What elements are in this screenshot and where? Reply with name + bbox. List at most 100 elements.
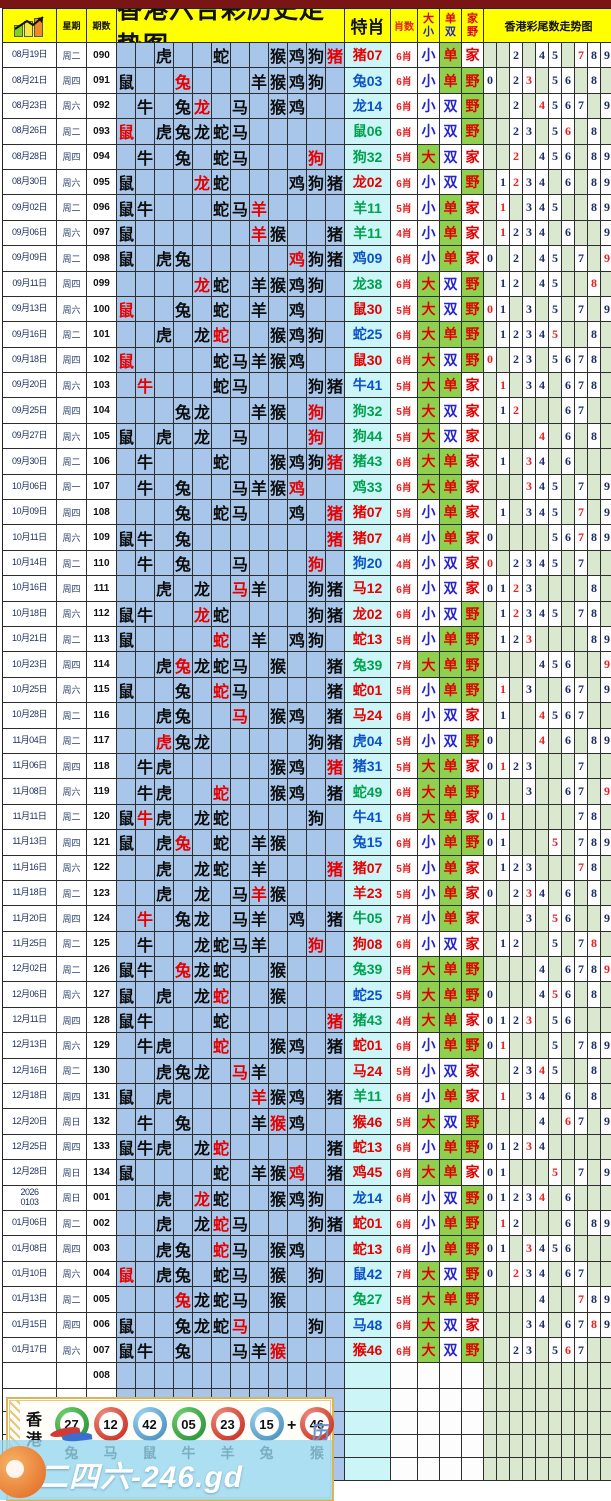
zodiac-cell: 虎 — [155, 322, 174, 348]
tail-digit-cell — [523, 804, 536, 831]
zodiac-cell: 牛 — [136, 525, 155, 551]
period-cell: 096 — [87, 195, 117, 221]
tail-digit-cell: 5 — [549, 322, 562, 348]
tail-digit-cell — [510, 1084, 523, 1110]
home-wild-cell: 家 — [462, 880, 484, 907]
zodiac-cell — [307, 525, 326, 551]
big-small-cell: 大 — [418, 322, 440, 348]
table-row: 01月08日 周四 003 虎兔蛇马猴鸡蛇13 6肖小单野 0 1 3 4 5 6 — [3, 1236, 611, 1262]
tail-digit-cell: 4 — [536, 93, 549, 120]
home-wild-cell: 家 — [462, 398, 484, 424]
zodiac-cell — [231, 626, 250, 653]
tail-digit-cell — [523, 525, 536, 551]
zodiac-cell — [307, 753, 326, 780]
home-wild-cell: 野 — [462, 830, 484, 856]
special-result-cell: 龙02 — [345, 601, 391, 627]
zodiac-cell: 鸡 — [288, 271, 307, 297]
zodiac-cell: 鼠 — [117, 296, 136, 323]
zodiac-cell: 龙 — [193, 423, 212, 450]
date-cell: 10月25日 — [3, 677, 57, 704]
tail-digit-cell: 3 — [523, 347, 536, 374]
zodiac-cell: 猪 — [326, 652, 345, 678]
zodiac-cell: 牛 — [136, 931, 155, 958]
zodiac-count-cell: 4肖 — [391, 550, 418, 577]
tail-digit-cell — [523, 271, 536, 297]
odd-even-cell: 单 — [440, 677, 462, 704]
zodiac-cell: 龙 — [193, 957, 212, 983]
tail-digit-cell — [497, 1287, 510, 1313]
tail-digit-cell — [549, 626, 562, 653]
special-result-cell: 鼠30 — [345, 347, 391, 374]
tail-digit-cell: 4 — [536, 373, 549, 399]
period-cell: 099 — [87, 271, 117, 297]
zodiac-cell — [326, 93, 345, 120]
tail-digit-cell: 3 — [523, 906, 536, 932]
tail-digit-cell: 3 — [523, 1007, 536, 1034]
zodiac-cell: 猪 — [326, 1134, 345, 1161]
zodiac-count-cell — [391, 1388, 418, 1412]
zodiac-cell — [326, 1337, 345, 1364]
zodiac-cell — [193, 43, 212, 69]
tail-digit-cell: 2 — [510, 753, 523, 780]
tail-digit-cell: 8 — [588, 830, 601, 856]
tail-digit-cell: 7 — [575, 753, 588, 780]
zodiac-cell: 马 — [231, 1287, 250, 1313]
date-cell — [3, 1363, 57, 1389]
zodiac-cell — [288, 931, 307, 958]
period-cell: 127 — [87, 982, 117, 1008]
zodiac-cell: 羊 — [250, 1084, 269, 1110]
zodiac-cell — [193, 703, 212, 729]
zodiac-cell: 龙 — [193, 1058, 212, 1085]
zodiac-cell: 虎 — [155, 1134, 174, 1161]
tail-digit-cell — [562, 1457, 575, 1481]
tail-digit-cell: 4 — [536, 1134, 549, 1161]
tail-digit-cell — [484, 931, 497, 958]
tail-digit-cell — [575, 1363, 588, 1389]
zodiac-cell — [231, 982, 250, 1008]
big-small-cell: 大 — [418, 652, 440, 678]
tail-digit-cell — [536, 626, 549, 653]
tail-digit-cell: 7 — [575, 931, 588, 958]
zodiac-cell — [231, 1084, 250, 1110]
special-result-cell: 鸡09 — [345, 246, 391, 272]
zodiac-cell — [250, 1210, 269, 1237]
zodiac-cell: 兔 — [174, 703, 193, 729]
big-small-cell: 大 — [418, 271, 440, 297]
zodiac-cell: 牛 — [136, 373, 155, 399]
zodiac-cell: 龙 — [193, 855, 212, 881]
tail-digit-cell: 5 — [549, 703, 562, 729]
zodiac-cell: 狗 — [307, 144, 326, 170]
special-result-cell: 兔39 — [345, 957, 391, 983]
zodiac-cell — [193, 347, 212, 374]
big-small-cell: 小 — [418, 525, 440, 551]
tail-digit-cell: 8 — [588, 43, 601, 69]
zodiac-cell: 兔 — [174, 119, 193, 145]
tail-digit-cell — [523, 1457, 536, 1481]
zodiac-count-cell — [391, 1457, 418, 1481]
home-wild-cell: 野 — [462, 1261, 484, 1288]
special-result-cell: 猪07 — [345, 43, 391, 69]
zodiac-cell: 马 — [231, 195, 250, 221]
zodiac-cell: 羊 — [250, 880, 269, 907]
home-wild-cell: 野 — [462, 1287, 484, 1313]
zodiac-cell: 狗 — [307, 1185, 326, 1211]
zodiac-cell: 羊 — [250, 296, 269, 323]
tail-digit-cell: 6 — [562, 169, 575, 196]
period-cell: 103 — [87, 373, 117, 399]
zodiac-cell: 鼠 — [117, 1337, 136, 1364]
zodiac-cell — [250, 449, 269, 475]
zodiac-cell — [288, 144, 307, 170]
period-cell: 117 — [87, 728, 117, 754]
period-cell: 097 — [87, 220, 117, 247]
zodiac-cell: 狗 — [307, 246, 326, 272]
zodiac-cell — [155, 1007, 174, 1034]
zodiac-cell: 猴 — [269, 220, 288, 247]
tail-digit-cell: 2 — [510, 322, 523, 348]
period-cell: 114 — [87, 652, 117, 678]
tail-digit-cell — [549, 728, 562, 754]
tail-digit-cell: 5 — [549, 195, 562, 221]
zodiac-cell: 马 — [231, 93, 250, 120]
zodiac-cell: 狗 — [307, 550, 326, 577]
special-result-cell: 龙02 — [345, 169, 391, 196]
zodiac-cell — [288, 652, 307, 678]
